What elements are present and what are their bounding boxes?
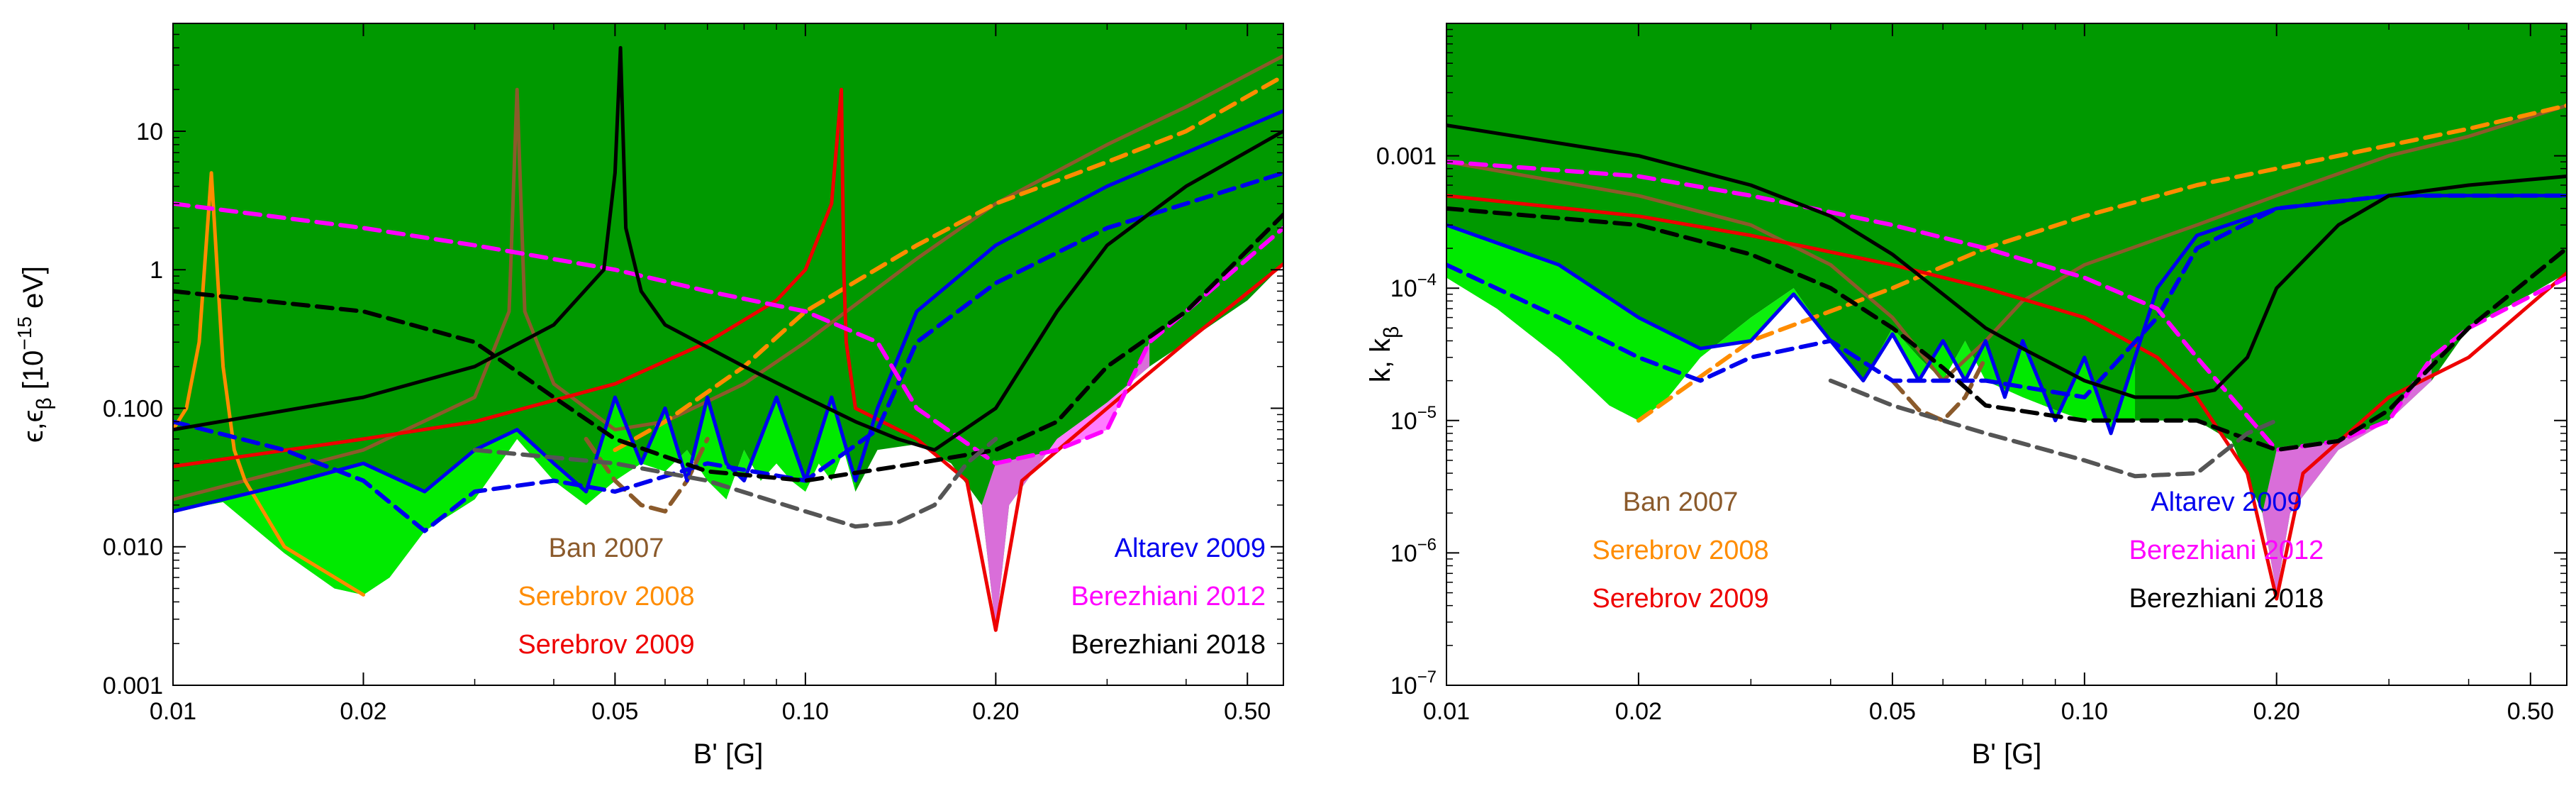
series-line-reference-gray-dashed <box>1828 378 2279 479</box>
x-tick-label: 0.05 <box>591 698 638 725</box>
y-axis: 10−710−610−510−40.001 <box>1376 28 2567 699</box>
x-axis-label: B' [G] <box>693 738 764 770</box>
x-tick-label: 0.01 <box>150 698 196 725</box>
y-axis-label: k, kβ <box>1365 326 1403 383</box>
magenta-band <box>2262 357 2432 593</box>
legend-item-serebrov-2009: Serebrov 2009 <box>518 630 694 660</box>
y-tick-label: 10−5 <box>1390 403 1437 435</box>
series-line-serebrov-2008 <box>173 171 365 597</box>
x-tick-label: 0.10 <box>2061 698 2108 725</box>
x-tick-label: 0.01 <box>1423 698 1470 725</box>
legend-item-berezhiani-2018: Berezhiani 2018 <box>2129 584 2324 614</box>
series-line-serebrov-2009 <box>1446 194 2567 601</box>
legend-item-serebrov-2008: Serebrov 2008 <box>518 582 694 611</box>
legend-item-altarev-2009: Altarev 2009 <box>1115 533 1266 563</box>
legend: Ban 2007 Serebrov 2008 Serebrov 2009 Altare… <box>518 533 1266 660</box>
ylabel-exp: −15 <box>13 316 35 350</box>
x-tick-label: 0.20 <box>2253 698 2300 725</box>
chart-right: 0.01 0.02 0.05 0.10 0.20 0.5010−710−610−510−4… <box>1365 23 2567 770</box>
plot-frame <box>172 23 1284 686</box>
legend-item-berezhiani-2012: Berezhiani 2012 <box>1071 582 1266 611</box>
series-line-altarev-2009 <box>1446 194 2567 436</box>
y-tick-base: 0.001 <box>1376 143 1437 170</box>
legend-item-berezhiani-2012: Berezhiani 2012 <box>2129 536 2324 565</box>
series-line-altarev-2009-dashed <box>1446 193 2567 399</box>
x-tick-label: 0.05 <box>1869 698 1916 725</box>
legend: Ban 2007 Serebrov 2008 Serebrov 2009 Altare… <box>1592 487 2324 614</box>
ylabel-unit-end: eV] <box>18 266 49 316</box>
series-line-berezhiani-2018-dashed <box>173 212 1283 483</box>
ylabel-main: ϵ,ϵ <box>18 410 49 443</box>
allowed-region-light <box>173 397 856 595</box>
series-line-reference-gray-dashed <box>472 436 998 529</box>
y-tick-label: 0.001 <box>1376 143 1437 170</box>
series-line-serebrov-2008-dashed <box>1636 103 2567 423</box>
y-tick-exp: −5 <box>1417 403 1437 422</box>
ylabel-sub: β <box>33 397 56 409</box>
y-tick-base: 10 <box>1390 408 1417 435</box>
y-tick-base: 10 <box>1390 540 1417 567</box>
series-line-ban-2007 <box>1446 104 2567 383</box>
y-tick-label: 1 <box>150 257 163 284</box>
x-tick-label: 0.50 <box>2507 698 2554 725</box>
y-tick-label: 0.001 <box>103 673 163 699</box>
x-tick-label: 0.10 <box>782 698 829 725</box>
y-axis-label: ϵ,ϵβ [10−15 eV] <box>13 266 56 443</box>
y-tick-exp: −4 <box>1417 270 1437 289</box>
y-tick-base: 10 <box>1390 673 1417 699</box>
x-tick-label: 0.20 <box>972 698 1019 725</box>
y-tick-label: 10−6 <box>1390 535 1437 567</box>
x-axis: 0.01 0.02 0.05 0.10 0.20 0.50 <box>150 23 1271 725</box>
x-tick-label: 0.02 <box>340 698 386 725</box>
plot-area <box>173 23 1283 685</box>
magenta-band <box>981 342 1150 631</box>
series-line-berezhiani-2018 <box>173 45 1283 452</box>
y-tick-label: 10−4 <box>1390 270 1437 302</box>
ylabel-main: k, k <box>1365 338 1396 382</box>
y-tick-base: 10 <box>1390 275 1417 302</box>
allowed-region-light <box>1446 225 2136 433</box>
legend-item-berezhiani-2018: Berezhiani 2018 <box>1071 630 1266 660</box>
x-axis-label: B' [G] <box>1972 738 2042 770</box>
plot-area <box>1446 23 2567 685</box>
y-axis: 0.001 0.010 0.100 1 10 <box>103 33 1283 699</box>
x-tick-label: 0.50 <box>1224 698 1271 725</box>
series-line-serebrov-2008-dashed <box>613 74 1283 453</box>
series-line-berezhiani-2012 <box>1446 160 2567 453</box>
y-tick-exp: −6 <box>1417 535 1437 554</box>
series-line-berezhiani-2018-dashed <box>1446 206 2567 453</box>
legend-item-ban-2007: Ban 2007 <box>1623 487 1739 517</box>
plot-frame <box>1446 23 2567 686</box>
series-line-altarev-2009-dashed <box>173 170 1283 533</box>
legend-item-ban-2007: Ban 2007 <box>549 533 664 563</box>
y-tick-label: 0.100 <box>103 395 163 422</box>
legend-item-altarev-2009: Altarev 2009 <box>2151 487 2302 517</box>
legend-item-serebrov-2009: Serebrov 2009 <box>1592 584 1768 614</box>
legend-item-serebrov-2008: Serebrov 2008 <box>1592 536 1768 565</box>
ylabel-sub: β <box>1380 326 1403 338</box>
ylabel-unit: [10 <box>18 350 49 398</box>
y-tick-label: 10−7 <box>1390 668 1437 699</box>
x-axis: 0.01 0.02 0.05 0.10 0.20 0.50 <box>1423 23 2554 725</box>
series-line-serebrov-2009 <box>173 87 1283 632</box>
y-tick-label: 0.010 <box>103 534 163 561</box>
series-line-berezhiani-2012 <box>173 201 1283 466</box>
y-tick-label: 10 <box>136 118 163 145</box>
chart-left: 0.01 0.02 0.05 0.10 0.20 0.50 0.001 0.010 0.100 1… <box>13 23 1284 770</box>
x-tick-label: 0.02 <box>1615 698 1662 725</box>
y-tick-exp: −7 <box>1417 668 1437 687</box>
series-line-berezhiani-2018 <box>1446 123 2567 399</box>
